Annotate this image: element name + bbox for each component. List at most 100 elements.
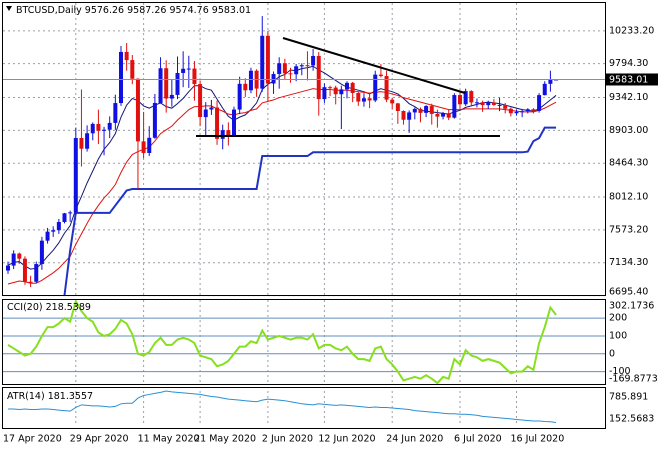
candle-body xyxy=(474,102,479,104)
candle-body xyxy=(271,74,276,84)
y-tick-label: 8464.30 xyxy=(609,158,648,169)
candle-body xyxy=(322,87,327,100)
candle-body xyxy=(525,109,530,112)
candle-body xyxy=(418,108,423,113)
candle-body xyxy=(203,109,208,118)
candle-body xyxy=(316,55,321,100)
x-tick-label: 11 May 2020 xyxy=(138,434,200,445)
candle-body xyxy=(90,123,95,134)
candle-body xyxy=(508,108,513,114)
y-tick-label: 6695.40 xyxy=(609,287,648,298)
candle-body xyxy=(299,65,304,67)
candle-body xyxy=(96,123,101,131)
candle-body xyxy=(147,137,152,153)
candle-body xyxy=(469,91,474,103)
candle-body xyxy=(350,82,355,94)
candle-body xyxy=(102,129,107,131)
candle-body xyxy=(119,51,123,104)
candle-body xyxy=(503,104,508,109)
indicator-value: 218.5389 xyxy=(46,302,91,313)
indicator-name: CCI(20) xyxy=(7,302,43,313)
candle-body xyxy=(198,84,203,118)
candle-body xyxy=(356,93,361,102)
candle-body xyxy=(232,109,236,136)
candle-body xyxy=(107,122,112,130)
candle-body xyxy=(158,68,163,103)
candle-body xyxy=(345,82,349,90)
candle-body xyxy=(305,65,310,67)
candle-body xyxy=(141,141,146,153)
candle-body xyxy=(220,130,225,139)
candle-body xyxy=(45,231,50,241)
high: 9587.26 xyxy=(127,5,166,16)
candle-body xyxy=(277,63,282,75)
x-tick-label: 6 Jul 2020 xyxy=(454,434,502,445)
candle-body xyxy=(56,221,61,231)
candle-body xyxy=(435,113,440,117)
candle-body xyxy=(480,102,485,106)
indicator-line xyxy=(7,65,557,270)
candle-body xyxy=(537,95,542,111)
header-icon xyxy=(6,6,12,11)
y-tick-label: 785.891 xyxy=(609,392,648,403)
y-tick-label: -169.8773 xyxy=(609,374,658,385)
candle-body xyxy=(22,258,27,282)
candle-body xyxy=(497,104,502,106)
open: 9576.26 xyxy=(85,5,124,16)
candle-body xyxy=(458,95,462,105)
close: 9583.01 xyxy=(212,5,251,16)
y-tick-label: 302.1736 xyxy=(609,301,654,312)
candle-body xyxy=(62,213,67,222)
candle-body xyxy=(181,68,186,73)
candle-body xyxy=(243,83,248,91)
candle-body xyxy=(446,113,451,118)
x-tick-label: 29 Apr 2020 xyxy=(70,434,129,445)
y-tick-label: 10233.20 xyxy=(609,25,654,36)
candle-body xyxy=(186,68,191,70)
y-tick-label: 200 xyxy=(609,313,627,324)
candle-body xyxy=(390,99,395,104)
atr-title: ATR(14) 181.3557 xyxy=(7,391,93,402)
x-tick-label: 2 Jun 2020 xyxy=(262,434,313,445)
cci-title: CCI(20) 218.5389 xyxy=(7,302,91,313)
candle-body xyxy=(463,91,468,105)
candle-body xyxy=(135,78,140,142)
candle-body xyxy=(28,281,33,283)
plot-layer xyxy=(3,3,605,424)
x-tick-label: 16 Jul 2020 xyxy=(511,434,565,445)
y-tick-label: 0 xyxy=(609,348,615,359)
candle-body xyxy=(152,102,157,138)
y-tick-label: 9342.10 xyxy=(609,92,648,103)
indicator-value: 181.3557 xyxy=(48,391,93,402)
candle-body xyxy=(68,212,73,214)
candle-body xyxy=(175,72,180,95)
candle-body xyxy=(367,98,372,101)
candle-body xyxy=(17,253,22,259)
y-tick-label: 7134.30 xyxy=(609,257,648,268)
candle-body xyxy=(260,35,265,89)
indicator-line xyxy=(7,298,557,385)
y-tick-label: 9794.30 xyxy=(609,58,648,69)
last-price-label: 9583.01 xyxy=(609,74,648,85)
last-price-box xyxy=(606,73,658,86)
candle-body xyxy=(452,95,457,118)
cci-panel-frame xyxy=(2,299,606,385)
indicator-line xyxy=(63,126,557,296)
candle-body xyxy=(265,35,270,84)
candle-body xyxy=(209,107,214,110)
x-tick-label: 12 Jun 2020 xyxy=(318,434,375,445)
candle-body xyxy=(407,112,412,120)
atr-panel-frame xyxy=(2,387,606,429)
candle-body xyxy=(328,87,333,89)
chart-header: BTCUSD,Daily 9576.26 9587.26 9574.76 958… xyxy=(16,5,251,16)
y-tick-label: -100 xyxy=(609,366,631,377)
candle-body xyxy=(282,63,287,74)
y-tick-label: 8903.00 xyxy=(609,125,648,136)
candle-body xyxy=(531,109,536,111)
candle-body xyxy=(73,138,78,213)
candle-body xyxy=(85,133,90,149)
candle-body xyxy=(384,76,389,100)
candle-body xyxy=(412,108,417,113)
y-tick-label: 7573.20 xyxy=(609,224,648,235)
